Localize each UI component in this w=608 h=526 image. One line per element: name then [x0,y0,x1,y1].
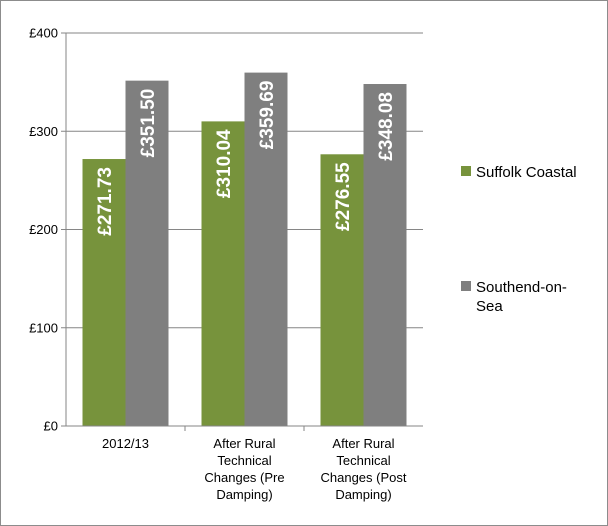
bar-suffolk-coastal [82,159,126,426]
x-tick-label: Technical [217,453,271,468]
axes [65,33,423,427]
bar-southend-on-sea [125,80,169,427]
bar-data-label: £310.04 [214,129,235,198]
y-tick-label: £200 [29,222,58,237]
bar-data-label: £351.50 [138,89,159,158]
legend-label: Sea [476,298,503,315]
x-axis-labels: 2012/13 After Rural Technical Changes (Pre D… [102,426,407,502]
legend-swatch [461,166,471,176]
x-tick-label: Changes (Post [321,470,407,485]
x-tick-label: 2012/13 [102,436,149,451]
bars: £271.73 £351.50 £310.04 £359.69 £276.55 £348.… [82,72,407,427]
legend: Suffolk Coastal Southend-on- Sea [461,164,577,315]
y-tick-label: £400 [29,26,58,41]
x-tick-label: Technical [336,453,390,468]
bar-data-label: £276.55 [333,162,354,231]
legend-label: Southend-on- [476,279,567,296]
y-tick-label: £300 [29,124,58,139]
x-tick-label: Damping) [216,487,272,502]
y-tick-label: £100 [29,320,58,335]
legend-label: Suffolk Coastal [476,164,577,181]
bar-data-label: £348.08 [376,92,397,161]
y-axis-ticks: £0 £100 £200 £300 £400 [29,26,66,434]
x-tick-label: After Rural [213,436,275,451]
x-tick-label: After Rural [332,436,394,451]
bar-data-label: £271.73 [95,167,116,236]
legend-swatch [461,281,471,291]
x-tick-label: Damping) [335,487,391,502]
y-tick-label: £0 [44,419,58,434]
x-tick-label: Changes (Pre [204,470,284,485]
bar-suffolk-coastal [320,154,364,427]
bar-southend-on-sea [363,84,407,426]
bar-southend-on-sea [244,72,288,426]
bar-data-label: £359.69 [257,81,278,150]
bar-suffolk-coastal [201,121,245,427]
